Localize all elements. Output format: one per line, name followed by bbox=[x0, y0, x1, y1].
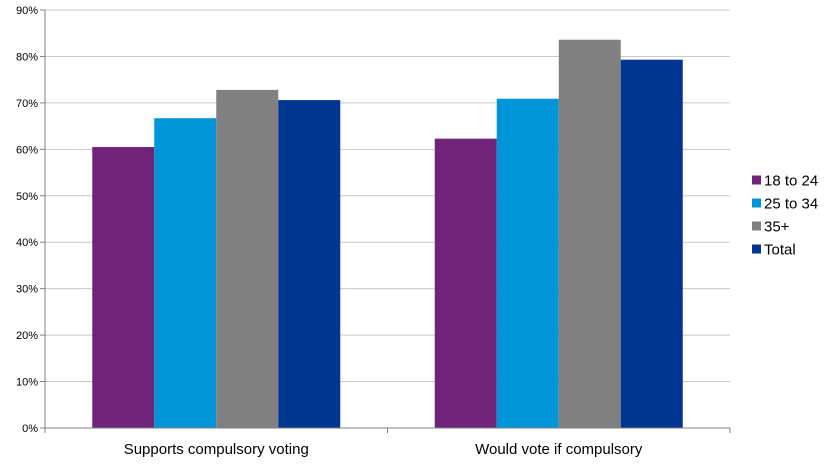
legend-item-25-to-34: 25 to 34 bbox=[752, 196, 818, 213]
y-tick-label: 30% bbox=[16, 284, 38, 296]
bar-25-to-34-supports-compulsory-voting bbox=[154, 118, 217, 429]
y-tick-label: 50% bbox=[16, 191, 38, 203]
legend-item-35: 35+ bbox=[752, 219, 790, 236]
y-tick-label: 40% bbox=[16, 237, 38, 249]
y-tick-label: 70% bbox=[16, 98, 38, 110]
bar-total-would-vote-if-compulsory bbox=[620, 59, 683, 428]
bar-18-to-24-would-vote-if-compulsory bbox=[434, 138, 497, 428]
y-tick-label: 20% bbox=[16, 330, 38, 342]
legend-label: 35+ bbox=[764, 219, 790, 236]
axes bbox=[40, 9, 731, 433]
legend: 18 to 24 25 to 34 35+ Total bbox=[752, 173, 818, 259]
x-category-label: Supports compulsory voting bbox=[124, 441, 309, 458]
category-labels: Supports compulsory voting Would vote if … bbox=[124, 441, 643, 458]
y-tick-label: 90% bbox=[16, 5, 38, 17]
legend-swatch bbox=[752, 175, 761, 185]
legend-item-total: Total bbox=[752, 242, 796, 259]
y-tick-label: 60% bbox=[16, 144, 38, 156]
y-tick-label: 80% bbox=[16, 51, 38, 63]
bar-total-supports-compulsory-voting bbox=[278, 100, 341, 428]
legend-swatch bbox=[752, 221, 761, 231]
y-tick-labels: 0% 10% 20% 30% 40% 50% 60% 70% 80% 90% bbox=[16, 5, 38, 435]
legend-swatch bbox=[752, 198, 761, 208]
bar-35-would-vote-if-compulsory bbox=[558, 39, 621, 428]
y-tick-label: 10% bbox=[16, 377, 38, 389]
bar-25-to-34-would-vote-if-compulsory bbox=[496, 98, 559, 428]
legend-swatch bbox=[752, 244, 761, 254]
y-tick-label: 0% bbox=[22, 423, 38, 435]
legend-label: 25 to 34 bbox=[764, 196, 818, 213]
legend-label: Total bbox=[764, 242, 796, 259]
x-category-label: Would vote if compulsory bbox=[475, 441, 643, 458]
bars bbox=[92, 39, 683, 429]
legend-label: 18 to 24 bbox=[764, 173, 818, 190]
legend-item-18-to-24: 18 to 24 bbox=[752, 173, 818, 190]
bar-18-to-24-supports-compulsory-voting bbox=[92, 147, 155, 428]
bar-35-supports-compulsory-voting bbox=[216, 89, 279, 428]
